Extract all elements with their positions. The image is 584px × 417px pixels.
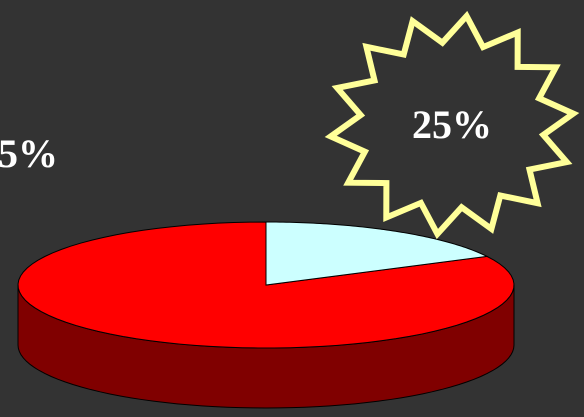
callout-label: 25% xyxy=(412,102,492,147)
pie-top xyxy=(17,221,515,349)
slice-label-large: 75% xyxy=(0,131,58,176)
starburst-shape xyxy=(324,10,580,240)
slice-small xyxy=(265,221,489,286)
callout-starburst: 25% xyxy=(324,10,580,240)
